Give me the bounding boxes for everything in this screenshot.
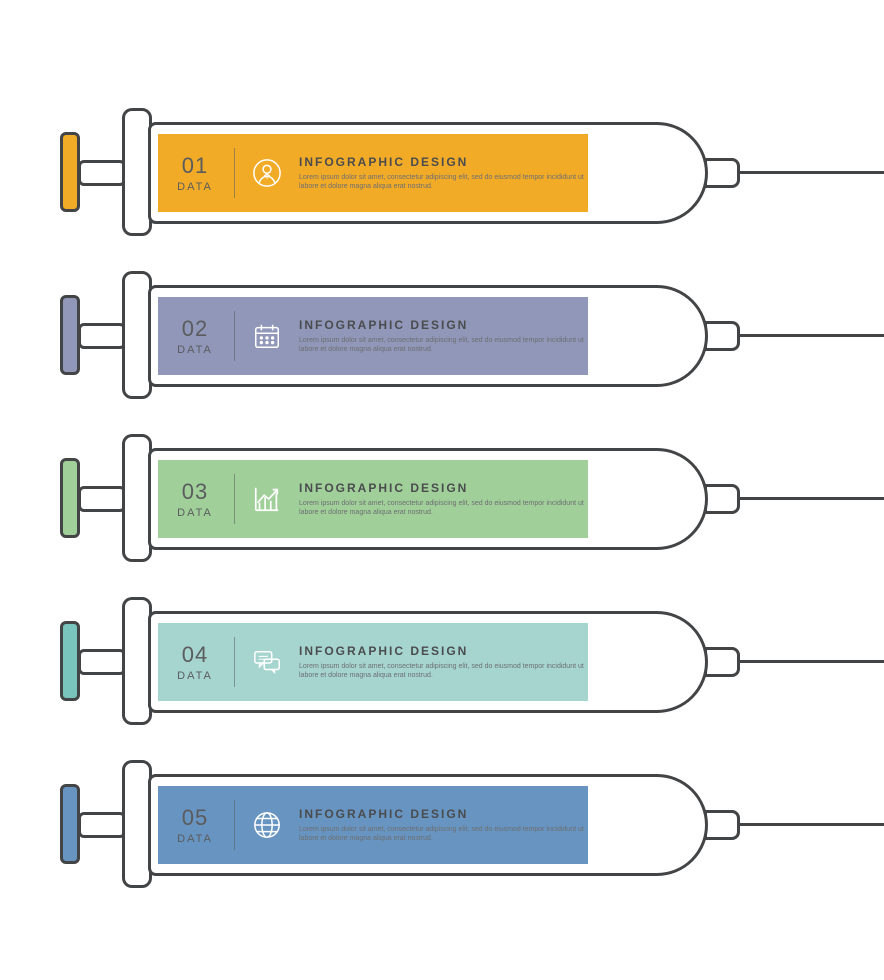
plunger-rod <box>78 486 126 512</box>
content-fill: 01 DATA INFOGRAPHIC DESIGN Lorem ipsum d… <box>158 134 588 212</box>
item-title: INFOGRAPHIC DESIGN <box>299 318 588 332</box>
number-block: 01 DATA <box>158 153 232 193</box>
item-number: 01 <box>182 153 208 179</box>
content-fill: 04 DATA INFOGRAPHIC DESIGN Lorem ipsum d… <box>158 623 588 701</box>
syringe-item: 04 DATA INFOGRAPHIC DESIGN Lorem ipsum d… <box>60 589 860 734</box>
number-block: 04 DATA <box>158 642 232 682</box>
plunger-handle <box>60 621 80 701</box>
plunger-handle <box>60 784 80 864</box>
data-label: DATA <box>177 507 213 519</box>
needle-hub <box>704 647 740 677</box>
plunger-handle <box>60 458 80 538</box>
needle-hub <box>704 810 740 840</box>
needle <box>738 334 884 337</box>
item-desc: Lorem ipsum dolor sit amet, consectetur … <box>299 336 588 355</box>
data-label: DATA <box>177 670 213 682</box>
needle <box>738 823 884 826</box>
item-desc: Lorem ipsum dolor sit amet, consectetur … <box>299 825 588 844</box>
text-block: INFOGRAPHIC DESIGN Lorem ipsum dolor sit… <box>293 318 588 355</box>
syringe-item: 05 DATA INFOGRAPHIC DESIGN Lorem ipsum d… <box>60 752 860 897</box>
syringe-item: 02 DATA INFOGRAPHIC DESIGN Lorem ipsum d… <box>60 263 860 408</box>
globe-icon <box>241 810 293 840</box>
number-block: 02 DATA <box>158 316 232 356</box>
divider <box>234 311 235 361</box>
item-title: INFOGRAPHIC DESIGN <box>299 155 588 169</box>
content-fill: 02 DATA INFOGRAPHIC DESIGN Lorem ipsum d… <box>158 297 588 375</box>
text-block: INFOGRAPHIC DESIGN Lorem ipsum dolor sit… <box>293 155 588 192</box>
text-block: INFOGRAPHIC DESIGN Lorem ipsum dolor sit… <box>293 481 588 518</box>
item-desc: Lorem ipsum dolor sit amet, consectetur … <box>299 173 588 192</box>
data-label: DATA <box>177 833 213 845</box>
item-title: INFOGRAPHIC DESIGN <box>299 807 588 821</box>
growth-chart-icon <box>241 484 293 514</box>
plunger-handle <box>60 295 80 375</box>
person-icon <box>241 158 293 188</box>
number-block: 05 DATA <box>158 805 232 845</box>
plunger-rod <box>78 160 126 186</box>
needle <box>738 171 884 174</box>
data-label: DATA <box>177 181 213 193</box>
syringe-item: 01 DATA INFOGRAPHIC DESIGN Lorem ipsum d… <box>60 100 860 245</box>
number-block: 03 DATA <box>158 479 232 519</box>
text-block: INFOGRAPHIC DESIGN Lorem ipsum dolor sit… <box>293 807 588 844</box>
syringe-item: 03 DATA INFOGRAPHIC DESIGN Lorem ipsum d… <box>60 426 860 571</box>
content-fill: 05 DATA INFOGRAPHIC DESIGN Lorem ipsum d… <box>158 786 588 864</box>
item-number: 04 <box>182 642 208 668</box>
divider <box>234 637 235 687</box>
item-desc: Lorem ipsum dolor sit amet, consectetur … <box>299 662 588 681</box>
needle-hub <box>704 158 740 188</box>
item-desc: Lorem ipsum dolor sit amet, consectetur … <box>299 499 588 518</box>
plunger-rod <box>78 812 126 838</box>
calendar-icon <box>241 321 293 351</box>
chat-icon <box>241 647 293 677</box>
text-block: INFOGRAPHIC DESIGN Lorem ipsum dolor sit… <box>293 644 588 681</box>
item-title: INFOGRAPHIC DESIGN <box>299 644 588 658</box>
item-title: INFOGRAPHIC DESIGN <box>299 481 588 495</box>
needle-hub <box>704 321 740 351</box>
needle-hub <box>704 484 740 514</box>
needle <box>738 660 884 663</box>
plunger-rod <box>78 649 126 675</box>
data-label: DATA <box>177 344 213 356</box>
item-number: 03 <box>182 479 208 505</box>
item-number: 02 <box>182 316 208 342</box>
needle <box>738 497 884 500</box>
divider <box>234 148 235 198</box>
syringe-infographic: 01 DATA INFOGRAPHIC DESIGN Lorem ipsum d… <box>60 100 860 915</box>
plunger-handle <box>60 132 80 212</box>
item-number: 05 <box>182 805 208 831</box>
divider <box>234 800 235 850</box>
plunger-rod <box>78 323 126 349</box>
divider <box>234 474 235 524</box>
content-fill: 03 DATA INFOGRAPHIC DESIGN Lorem ipsum d… <box>158 460 588 538</box>
